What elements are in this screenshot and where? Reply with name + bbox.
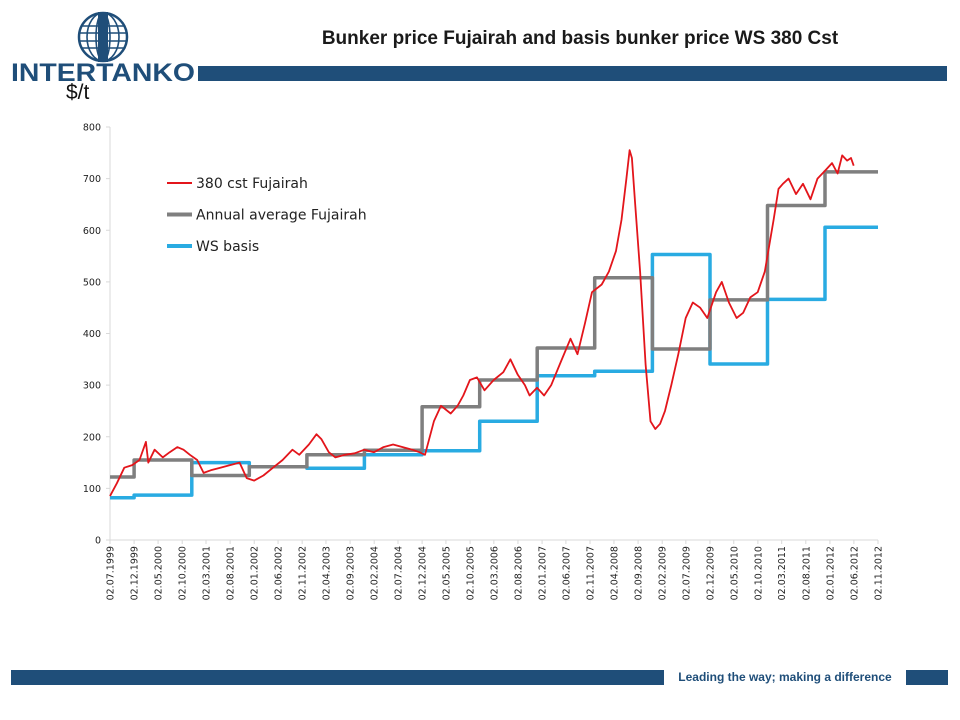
x-tick-label: 02.09.2003 bbox=[346, 546, 357, 600]
y-tick-label: 400 bbox=[83, 329, 101, 340]
x-tick-label: 02.02.2004 bbox=[370, 546, 381, 600]
header-bar bbox=[198, 66, 947, 81]
x-tick-label: 02.03.2006 bbox=[489, 546, 500, 600]
x-tick-label: 02.01.2012 bbox=[825, 546, 836, 600]
page-title: Bunker price Fujairah and basis bunker p… bbox=[321, 28, 839, 49]
x-tick-label: 02.02.2009 bbox=[658, 546, 669, 600]
legend-label-annual-average-fujairah: Annual average Fujairah bbox=[196, 208, 367, 224]
x-tick-label: 02.12.2009 bbox=[705, 546, 716, 600]
x-tick-label: 02.10.2010 bbox=[753, 546, 764, 600]
footer-bar-right bbox=[906, 670, 948, 685]
x-tick-label: 02.07.2004 bbox=[394, 546, 405, 600]
x-tick-label: 02.12.1999 bbox=[130, 546, 141, 600]
chart-legend: 380 cst Fujairah Annual average Fujairah W… bbox=[167, 176, 367, 255]
x-tick-label: 02.07.2009 bbox=[681, 546, 692, 600]
legend-label-380-cst-fujairah: 380 cst Fujairah bbox=[196, 176, 308, 192]
series-line-annual-average-fujairah bbox=[110, 170, 878, 479]
bunker-price-chart: 0 100 200 300 400 500 600 700 800 02.07.1999 02.1… bbox=[83, 123, 885, 601]
globe-icon bbox=[77, 11, 129, 63]
x-tick-label: 02.12.2004 bbox=[418, 546, 429, 600]
x-tick-label: 02.04.2008 bbox=[609, 546, 620, 600]
x-tick-label: 02.05.2005 bbox=[441, 546, 452, 600]
x-tick-label: 02.04.2003 bbox=[321, 546, 332, 600]
y-tick-label: 300 bbox=[83, 381, 101, 392]
x-tick-label: 02.08.2011 bbox=[801, 546, 812, 600]
x-tick-label: 02.08.2006 bbox=[513, 546, 524, 600]
x-tick-label: 02.07.1999 bbox=[106, 546, 117, 600]
y-axis-unit: $/t bbox=[66, 81, 90, 104]
x-tick-label: 02.10.2005 bbox=[466, 546, 477, 600]
y-tick-label: 0 bbox=[95, 536, 101, 547]
series-layer bbox=[109, 149, 878, 500]
x-tick-label: 02.08.2001 bbox=[226, 546, 237, 600]
series-line-380-cst-fujairah bbox=[109, 149, 855, 497]
x-tick-label: 02.03.2001 bbox=[202, 546, 213, 600]
y-tick-label: 500 bbox=[83, 277, 101, 288]
y-tick-label: 100 bbox=[83, 484, 101, 495]
x-tick-label: 02.10.2000 bbox=[178, 546, 189, 600]
x-tick-label: 02.06.2012 bbox=[849, 546, 860, 600]
x-tick-label: 02.11.2007 bbox=[586, 546, 597, 600]
y-tick-label: 700 bbox=[83, 174, 101, 185]
y-tick-label: 800 bbox=[83, 123, 101, 134]
x-tick-label: 02.05.2000 bbox=[154, 546, 165, 600]
x-tick-label: 02.06.2007 bbox=[561, 546, 572, 600]
x-tick-label: 02.01.2002 bbox=[250, 546, 261, 600]
x-tick-label: 02.09.2008 bbox=[634, 546, 645, 600]
x-tick-label: 02.06.2002 bbox=[274, 546, 285, 600]
x-tick-label: 02.03.2011 bbox=[777, 546, 788, 600]
y-tick-label: 200 bbox=[83, 432, 101, 443]
logo-wordmark: INTERTANKO bbox=[11, 59, 195, 87]
x-tick-label: 02.11.2002 bbox=[298, 546, 309, 600]
x-axis: 02.07.1999 02.12.1999 02.05.2000 02.10.2000… bbox=[106, 539, 885, 600]
x-tick-label: 02.11.2012 bbox=[874, 546, 885, 600]
series-line-ws-basis bbox=[110, 225, 878, 500]
x-tick-label: 02.05.2010 bbox=[729, 546, 740, 600]
intertanko-logo: INTERTANKO bbox=[11, 11, 195, 87]
footer-tagline: Leading the way; making a difference bbox=[678, 670, 892, 684]
footer-bar-left bbox=[11, 670, 664, 685]
x-tick-label: 02.01.2007 bbox=[538, 546, 549, 600]
legend-label-ws-basis: WS basis bbox=[196, 239, 259, 255]
y-axis: 0 100 200 300 400 500 600 700 800 bbox=[83, 123, 111, 547]
y-tick-label: 600 bbox=[83, 226, 101, 237]
